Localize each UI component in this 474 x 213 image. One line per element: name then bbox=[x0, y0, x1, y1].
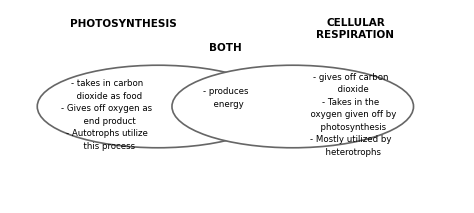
Ellipse shape bbox=[37, 65, 279, 148]
Text: BOTH: BOTH bbox=[209, 43, 242, 53]
Ellipse shape bbox=[172, 65, 413, 148]
Text: PHOTOSYNTHESIS: PHOTOSYNTHESIS bbox=[70, 19, 177, 29]
Text: - produces
  energy: - produces energy bbox=[203, 87, 248, 109]
Text: CELLULAR
RESPIRATION: CELLULAR RESPIRATION bbox=[317, 19, 394, 40]
Text: - takes in carbon
  dioxide as food
- Gives off oxygen as
  end product
- Autotr: - takes in carbon dioxide as food - Give… bbox=[61, 79, 153, 151]
Text: - gives off carbon
  dioxide
- Takes in the
  oxygen given off by
  photosynthes: - gives off carbon dioxide - Takes in th… bbox=[305, 73, 396, 157]
